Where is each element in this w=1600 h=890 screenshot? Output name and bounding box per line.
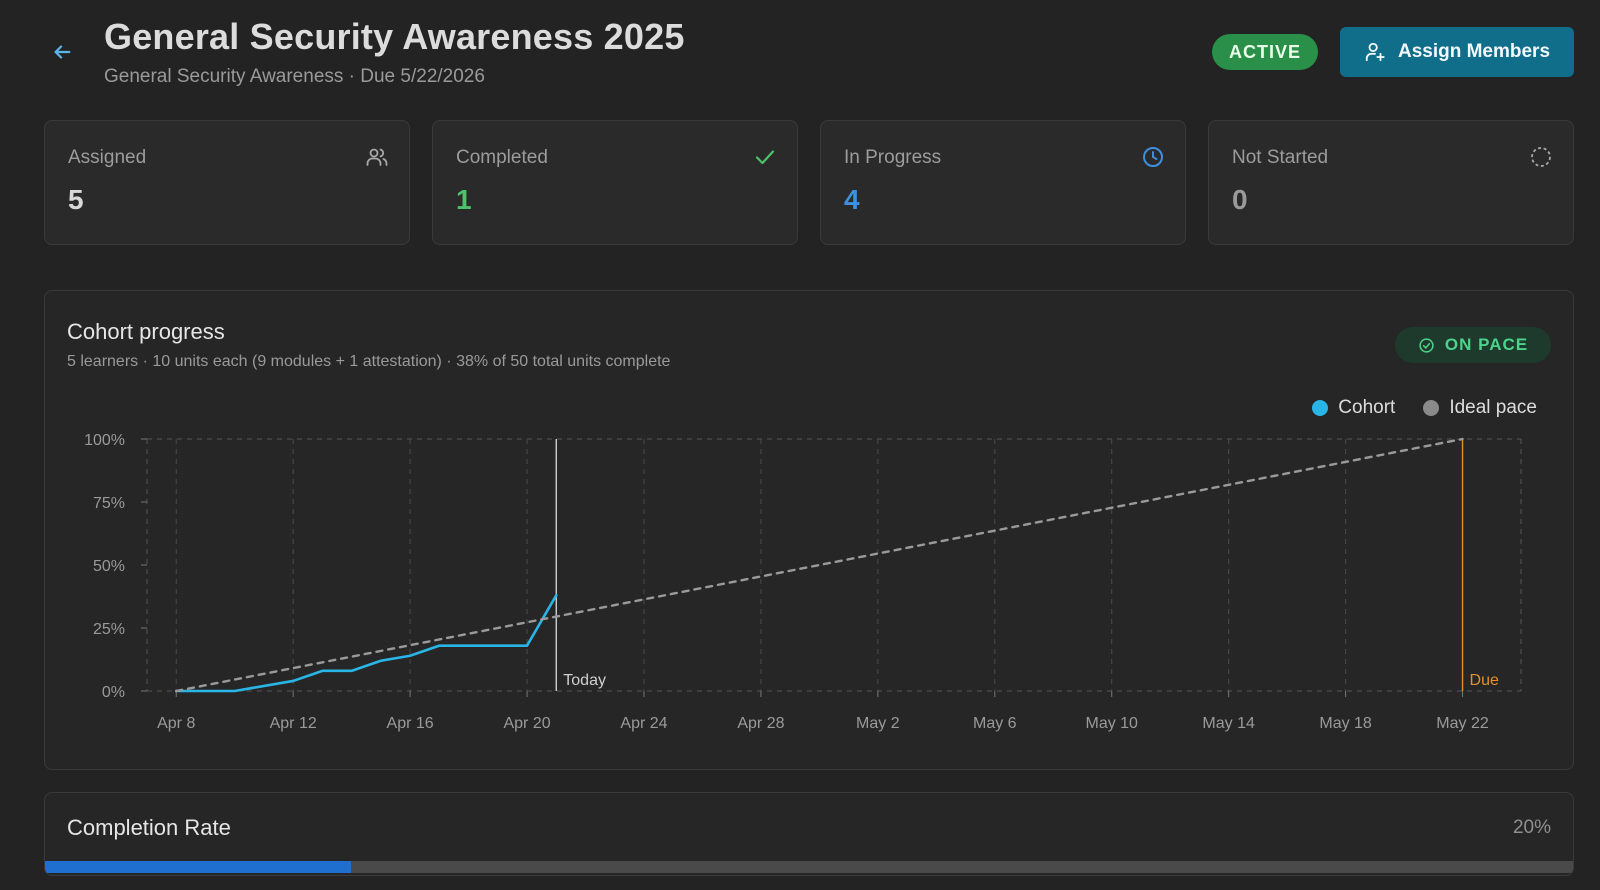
cohort-progress-card: Cohort progress 5 learners · 10 units ea… — [44, 290, 1574, 770]
cohort-progress-chart: 0% 25% 50% 75% 100% Apr 8 Apr 12 Apr 16 Apr 20 Ap… — [84, 432, 1522, 732]
legend-label: Ideal pace — [1449, 397, 1537, 418]
stat-label: Completed — [456, 147, 548, 168]
chart-title: Cohort progress — [67, 319, 225, 344]
legend-dot — [1312, 400, 1329, 416]
x-tick-label: May 22 — [1436, 715, 1489, 732]
series-line-ideal-pace — [175, 437, 1464, 693]
stat-card-assigned: Assigned 5 — [44, 120, 410, 245]
page-header: General Security Awareness 2025 General … — [0, 0, 1600, 110]
series-line-cohort — [174, 593, 558, 693]
arrow-left-icon — [54, 45, 71, 59]
chart-subtitle: 5 learners · 10 units each (9 modules + … — [67, 353, 671, 370]
assign-members-button[interactable]: Assign Members — [1340, 27, 1574, 77]
back-button[interactable] — [48, 38, 76, 66]
legend-dot — [1423, 400, 1440, 416]
completion-title: Completion Rate — [67, 815, 231, 840]
y-tick-label: 50% — [93, 558, 125, 575]
add-user-icon — [1365, 42, 1385, 62]
check-circle-icon — [1419, 337, 1434, 353]
stat-label: In Progress — [844, 147, 942, 168]
assign-members-label: Assign Members — [1397, 41, 1551, 62]
stat-card-not-started: Not Started 0 — [1208, 120, 1574, 245]
x-tick-label: Apr 8 — [157, 715, 195, 732]
y-tick-label: 0% — [102, 684, 125, 701]
stat-card-completed: Completed 1 — [432, 120, 798, 245]
completion-progress-fill — [45, 861, 351, 873]
stat-card-in-progress: In Progress 4 — [820, 120, 1186, 245]
stat-label: Assigned — [68, 147, 147, 168]
y-tick-label: 75% — [93, 495, 125, 512]
stat-value: 4 — [844, 184, 860, 215]
marker-label-due: Due — [1470, 672, 1499, 689]
page-title: General Security Awareness 2025 — [104, 16, 685, 57]
legend-label: Cohort — [1338, 397, 1396, 418]
x-tick-label: Apr 20 — [503, 715, 550, 732]
completion-percent: 20% — [1512, 817, 1551, 838]
legend-item-cohort: Cohort — [1312, 397, 1395, 419]
y-tick-label: 100% — [84, 432, 125, 449]
x-tick-label: Apr 16 — [387, 715, 434, 732]
completion-rate-card: Completion Rate 20% — [44, 792, 1574, 876]
x-tick-label: Apr 28 — [737, 715, 784, 732]
x-tick-label: May 14 — [1202, 715, 1255, 732]
stat-label: Not Started — [1232, 147, 1329, 168]
page-subtitle: General Security Awareness · Due 5/22/20… — [104, 66, 485, 87]
x-tick-label: May 18 — [1319, 715, 1372, 732]
stat-value: 0 — [1232, 184, 1248, 215]
dashed-circle-icon — [1531, 147, 1551, 167]
status-badge: ACTIVE — [1212, 34, 1318, 70]
users-icon — [366, 148, 388, 166]
x-tick-label: May 10 — [1085, 715, 1138, 732]
stat-value: 5 — [68, 184, 84, 215]
pace-badge: ON PACE — [1395, 327, 1551, 363]
check-icon — [755, 150, 775, 165]
marker-label-today: Today — [563, 672, 606, 689]
x-tick-label: Apr 12 — [270, 715, 317, 732]
legend-item-ideal-pace: Ideal pace — [1423, 397, 1537, 419]
y-tick-label: 25% — [93, 621, 125, 638]
completion-progress-bar — [45, 861, 1573, 873]
pace-label: ON PACE — [1444, 335, 1529, 354]
x-tick-label: May 6 — [973, 715, 1017, 732]
clock-icon — [1143, 147, 1163, 167]
x-tick-label: Apr 24 — [620, 715, 667, 732]
x-tick-label: May 2 — [856, 715, 900, 732]
stat-value: 1 — [456, 184, 472, 215]
chart-legend: Cohort Ideal pace — [1312, 397, 1537, 419]
